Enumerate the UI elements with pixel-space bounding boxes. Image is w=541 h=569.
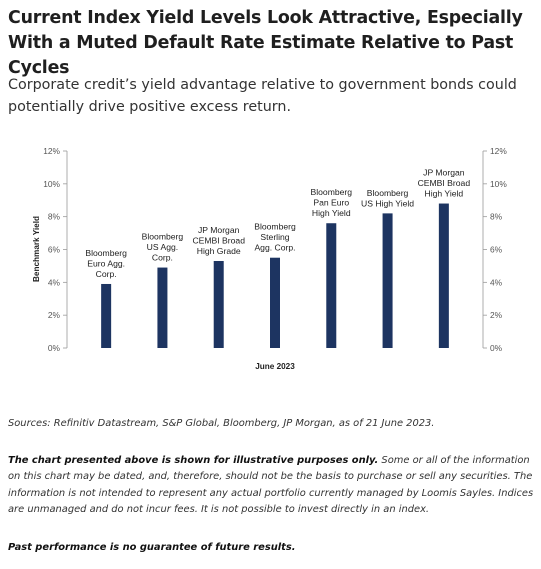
bar	[157, 267, 168, 348]
bar-label-line: CEMBI Broad	[418, 178, 471, 188]
bar	[326, 223, 337, 348]
y-tick-label-right: 6%	[490, 245, 503, 255]
bar-label-line: JP Morgan	[423, 168, 465, 178]
bar-label-line: High Yield	[312, 208, 351, 218]
bar-label-line: CEMBI Broad	[192, 235, 245, 245]
bar-label-line: Bloomberg	[254, 222, 296, 232]
bar	[213, 260, 224, 348]
bar	[438, 203, 449, 348]
bar-label-line: High Grade	[197, 246, 241, 256]
bar-label-line: Pan Euro	[313, 198, 349, 208]
bar-label-line: Bloomberg	[142, 232, 184, 242]
y-tick-label-left: 2%	[48, 310, 61, 320]
bar-label-line: High Yield	[425, 189, 464, 199]
bar-label: Bloomberg Pan Euro High Yield	[311, 187, 353, 218]
y-tick-label-right: 0%	[490, 343, 503, 353]
bar-label-line: Sterling	[260, 232, 289, 242]
bar-label: Bloomberg Sterling Agg. Corp.	[254, 222, 296, 253]
bar	[101, 283, 112, 348]
yield-bar-chart: 0% 0% 2% 2% 4% 4% 6% 6% 8% 8% 10% 10% 12% 12% Bloombe…	[32, 146, 507, 371]
y-tick-label-right: 8%	[490, 212, 503, 222]
y-tick-label-left: 10%	[43, 179, 60, 189]
bar-label: JP Morgan CEMBI Broad High Yield	[418, 168, 471, 199]
disclaimer-text: Some or all of the information on this c…	[8, 455, 534, 516]
bar-label: JP Morgan CEMBI Broad High Grade	[192, 225, 245, 256]
sources-note: Sources: Refinitiv Datastream, S&P Globa…	[8, 418, 435, 429]
bar-label-line: Euro Agg.	[87, 258, 125, 268]
y-tick-label-right: 12%	[490, 146, 507, 156]
bar-label-line: US High Yield	[361, 198, 414, 208]
y-axis-label: Benchmark Yield	[32, 216, 41, 282]
bar-label: Bloomberg Euro Agg. Corp.	[85, 248, 127, 279]
bar-label-line: Agg. Corp.	[254, 243, 295, 253]
disclaimer-bold: The chart presented above is shown for i…	[8, 455, 379, 466]
y-tick-label-left: 0%	[48, 343, 61, 353]
past-performance-note: Past performance is no guarantee of futu…	[8, 540, 534, 556]
bar-label: Bloomberg US Agg. Corp.	[142, 232, 184, 263]
y-tick-label-left: 6%	[48, 245, 61, 255]
past-performance-text: Past performance is no guarantee of futu…	[8, 542, 296, 553]
bar-label: Bloomberg US High Yield	[361, 188, 414, 209]
y-tick-label-right: 10%	[490, 179, 507, 189]
y-tick-label-left: 12%	[43, 146, 60, 156]
bar	[382, 213, 393, 348]
disclaimer: The chart presented above is shown for i…	[8, 453, 534, 519]
y-tick-label-left: 4%	[48, 277, 61, 287]
bar	[270, 257, 280, 348]
page-subtitle: Corporate credit’s yield advantage relat…	[8, 77, 517, 115]
bar-label-line: US Agg.	[147, 242, 179, 252]
bar-label-line: JP Morgan	[198, 225, 240, 235]
y-tick-label-left: 8%	[48, 212, 61, 222]
y-tick-label-right: 4%	[490, 277, 503, 287]
bar-label-line: Bloomberg	[85, 248, 127, 258]
bar-label-line: Corp.	[96, 269, 117, 279]
y-tick-label-right: 2%	[490, 310, 503, 320]
page-title: Current Index Yield Levels Look Attracti…	[8, 8, 523, 78]
bar-label-line: Corp.	[152, 253, 173, 263]
x-axis-label: June 2023	[255, 362, 295, 371]
bar-label-line: Bloomberg	[367, 188, 409, 198]
bar-label-line: Bloomberg	[311, 187, 353, 197]
